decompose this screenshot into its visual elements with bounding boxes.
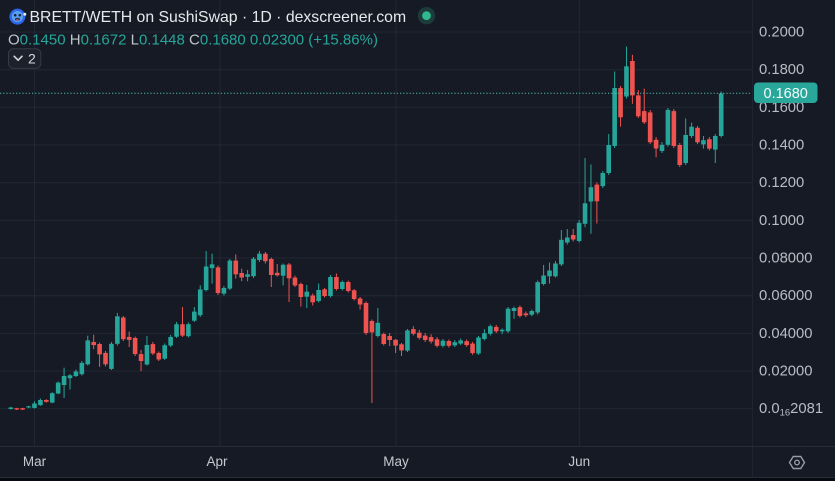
svg-text:0.1400: 0.1400 (759, 138, 804, 154)
svg-text:0.02000: 0.02000 (759, 364, 813, 380)
svg-text:Jun: Jun (568, 454, 590, 469)
svg-text:O0.1450 H0.1672 L0.1448 C0.168: O0.1450 H0.1672 L0.1448 C0.1680 0.02300 … (8, 32, 378, 49)
svg-text:Mar: Mar (23, 454, 47, 469)
svg-text:2: 2 (28, 51, 36, 67)
svg-text:0.1000: 0.1000 (759, 213, 804, 229)
svg-text:0.2000: 0.2000 (759, 25, 804, 41)
svg-text:BRETT/WETH on SushiSwap · 1D ·: BRETT/WETH on SushiSwap · 1D · dexscreen… (30, 9, 407, 26)
svg-text:May: May (383, 454, 409, 469)
svg-text:Apr: Apr (206, 454, 228, 469)
svg-text:0.08000: 0.08000 (759, 251, 813, 267)
svg-text:0.1680: 0.1680 (764, 86, 808, 102)
svg-text:0.1800: 0.1800 (759, 62, 804, 78)
svg-text:0.06000: 0.06000 (759, 288, 813, 304)
svg-text:0.0162081: 0.0162081 (759, 401, 823, 419)
svg-text:0.1600: 0.1600 (759, 100, 804, 116)
svg-text:0.1200: 0.1200 (759, 175, 804, 191)
svg-text:0.04000: 0.04000 (759, 326, 813, 342)
